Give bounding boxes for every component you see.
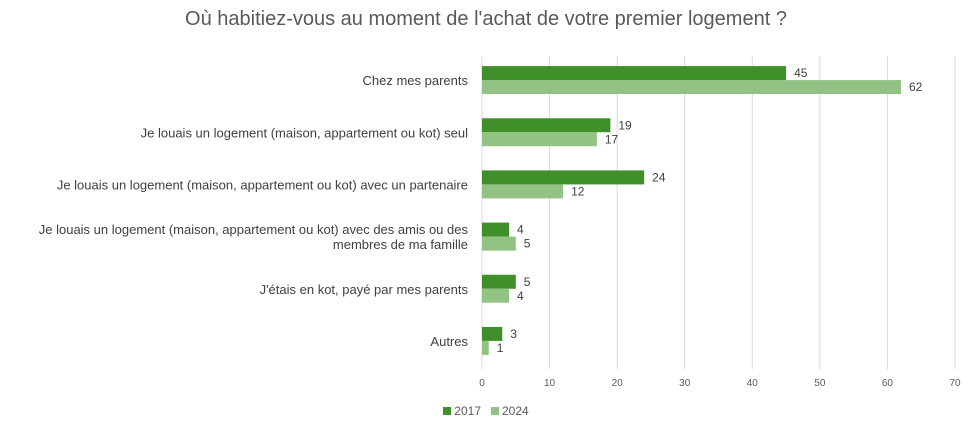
chart-title: Où habitiez-vous au moment de l'achat de… — [185, 8, 787, 30]
data-label-2024: 17 — [605, 132, 619, 146]
bar-2017 — [482, 66, 787, 81]
bar-2024 — [482, 236, 516, 251]
bar-2024 — [482, 132, 597, 147]
category-label: membres de ma famille — [333, 237, 468, 252]
data-label-2017: 5 — [524, 275, 531, 289]
legend-swatch — [491, 407, 499, 415]
data-label-2017: 3 — [510, 327, 517, 341]
legend: 2017 2024 — [0, 404, 972, 418]
bar-2024 — [482, 340, 489, 355]
bar-2017 — [482, 170, 645, 185]
x-tick-label: 40 — [747, 378, 759, 389]
data-label-2024: 5 — [524, 237, 531, 251]
legend-swatch — [443, 407, 452, 415]
bar-2024 — [482, 184, 564, 199]
data-label-2024: 1 — [497, 341, 504, 355]
data-label-2024: 12 — [571, 184, 585, 198]
legend-label: 2024 — [502, 404, 529, 418]
x-tick-label: 20 — [612, 378, 624, 389]
bar-2024 — [482, 288, 510, 303]
data-label-2017: 19 — [618, 118, 632, 132]
x-tick-label: 60 — [882, 378, 894, 389]
data-label-2017: 4 — [517, 223, 524, 237]
x-tick-label: 70 — [949, 378, 961, 389]
category-label: Je louais un logement (maison, apparteme… — [39, 222, 469, 237]
bar-2017 — [482, 326, 503, 341]
legend-label: 2017 — [454, 404, 481, 418]
bar-2017 — [482, 222, 510, 237]
category-label: Je louais un logement (maison, apparteme… — [141, 125, 468, 140]
bar-2017 — [482, 274, 516, 289]
data-label-2017: 45 — [794, 66, 808, 80]
legend-item-2017: 2017 — [443, 404, 481, 418]
bar-2024 — [482, 80, 901, 95]
data-label-2024: 62 — [909, 80, 923, 94]
data-label-2024: 4 — [517, 289, 524, 303]
category-label: Chez mes parents — [363, 73, 469, 88]
data-label-2017: 24 — [652, 170, 666, 184]
legend-item-2024: 2024 — [491, 404, 529, 418]
x-tick-label: 50 — [814, 378, 826, 389]
category-label: J'étais en kot, payé par mes parents — [260, 282, 469, 297]
category-label: Je louais un logement (maison, apparteme… — [57, 177, 468, 192]
category-label: Autres — [430, 334, 468, 349]
bar-2017 — [482, 118, 611, 133]
x-tick-label: 10 — [544, 378, 556, 389]
x-tick-label: 30 — [679, 378, 691, 389]
x-tick-label: 0 — [479, 378, 485, 389]
